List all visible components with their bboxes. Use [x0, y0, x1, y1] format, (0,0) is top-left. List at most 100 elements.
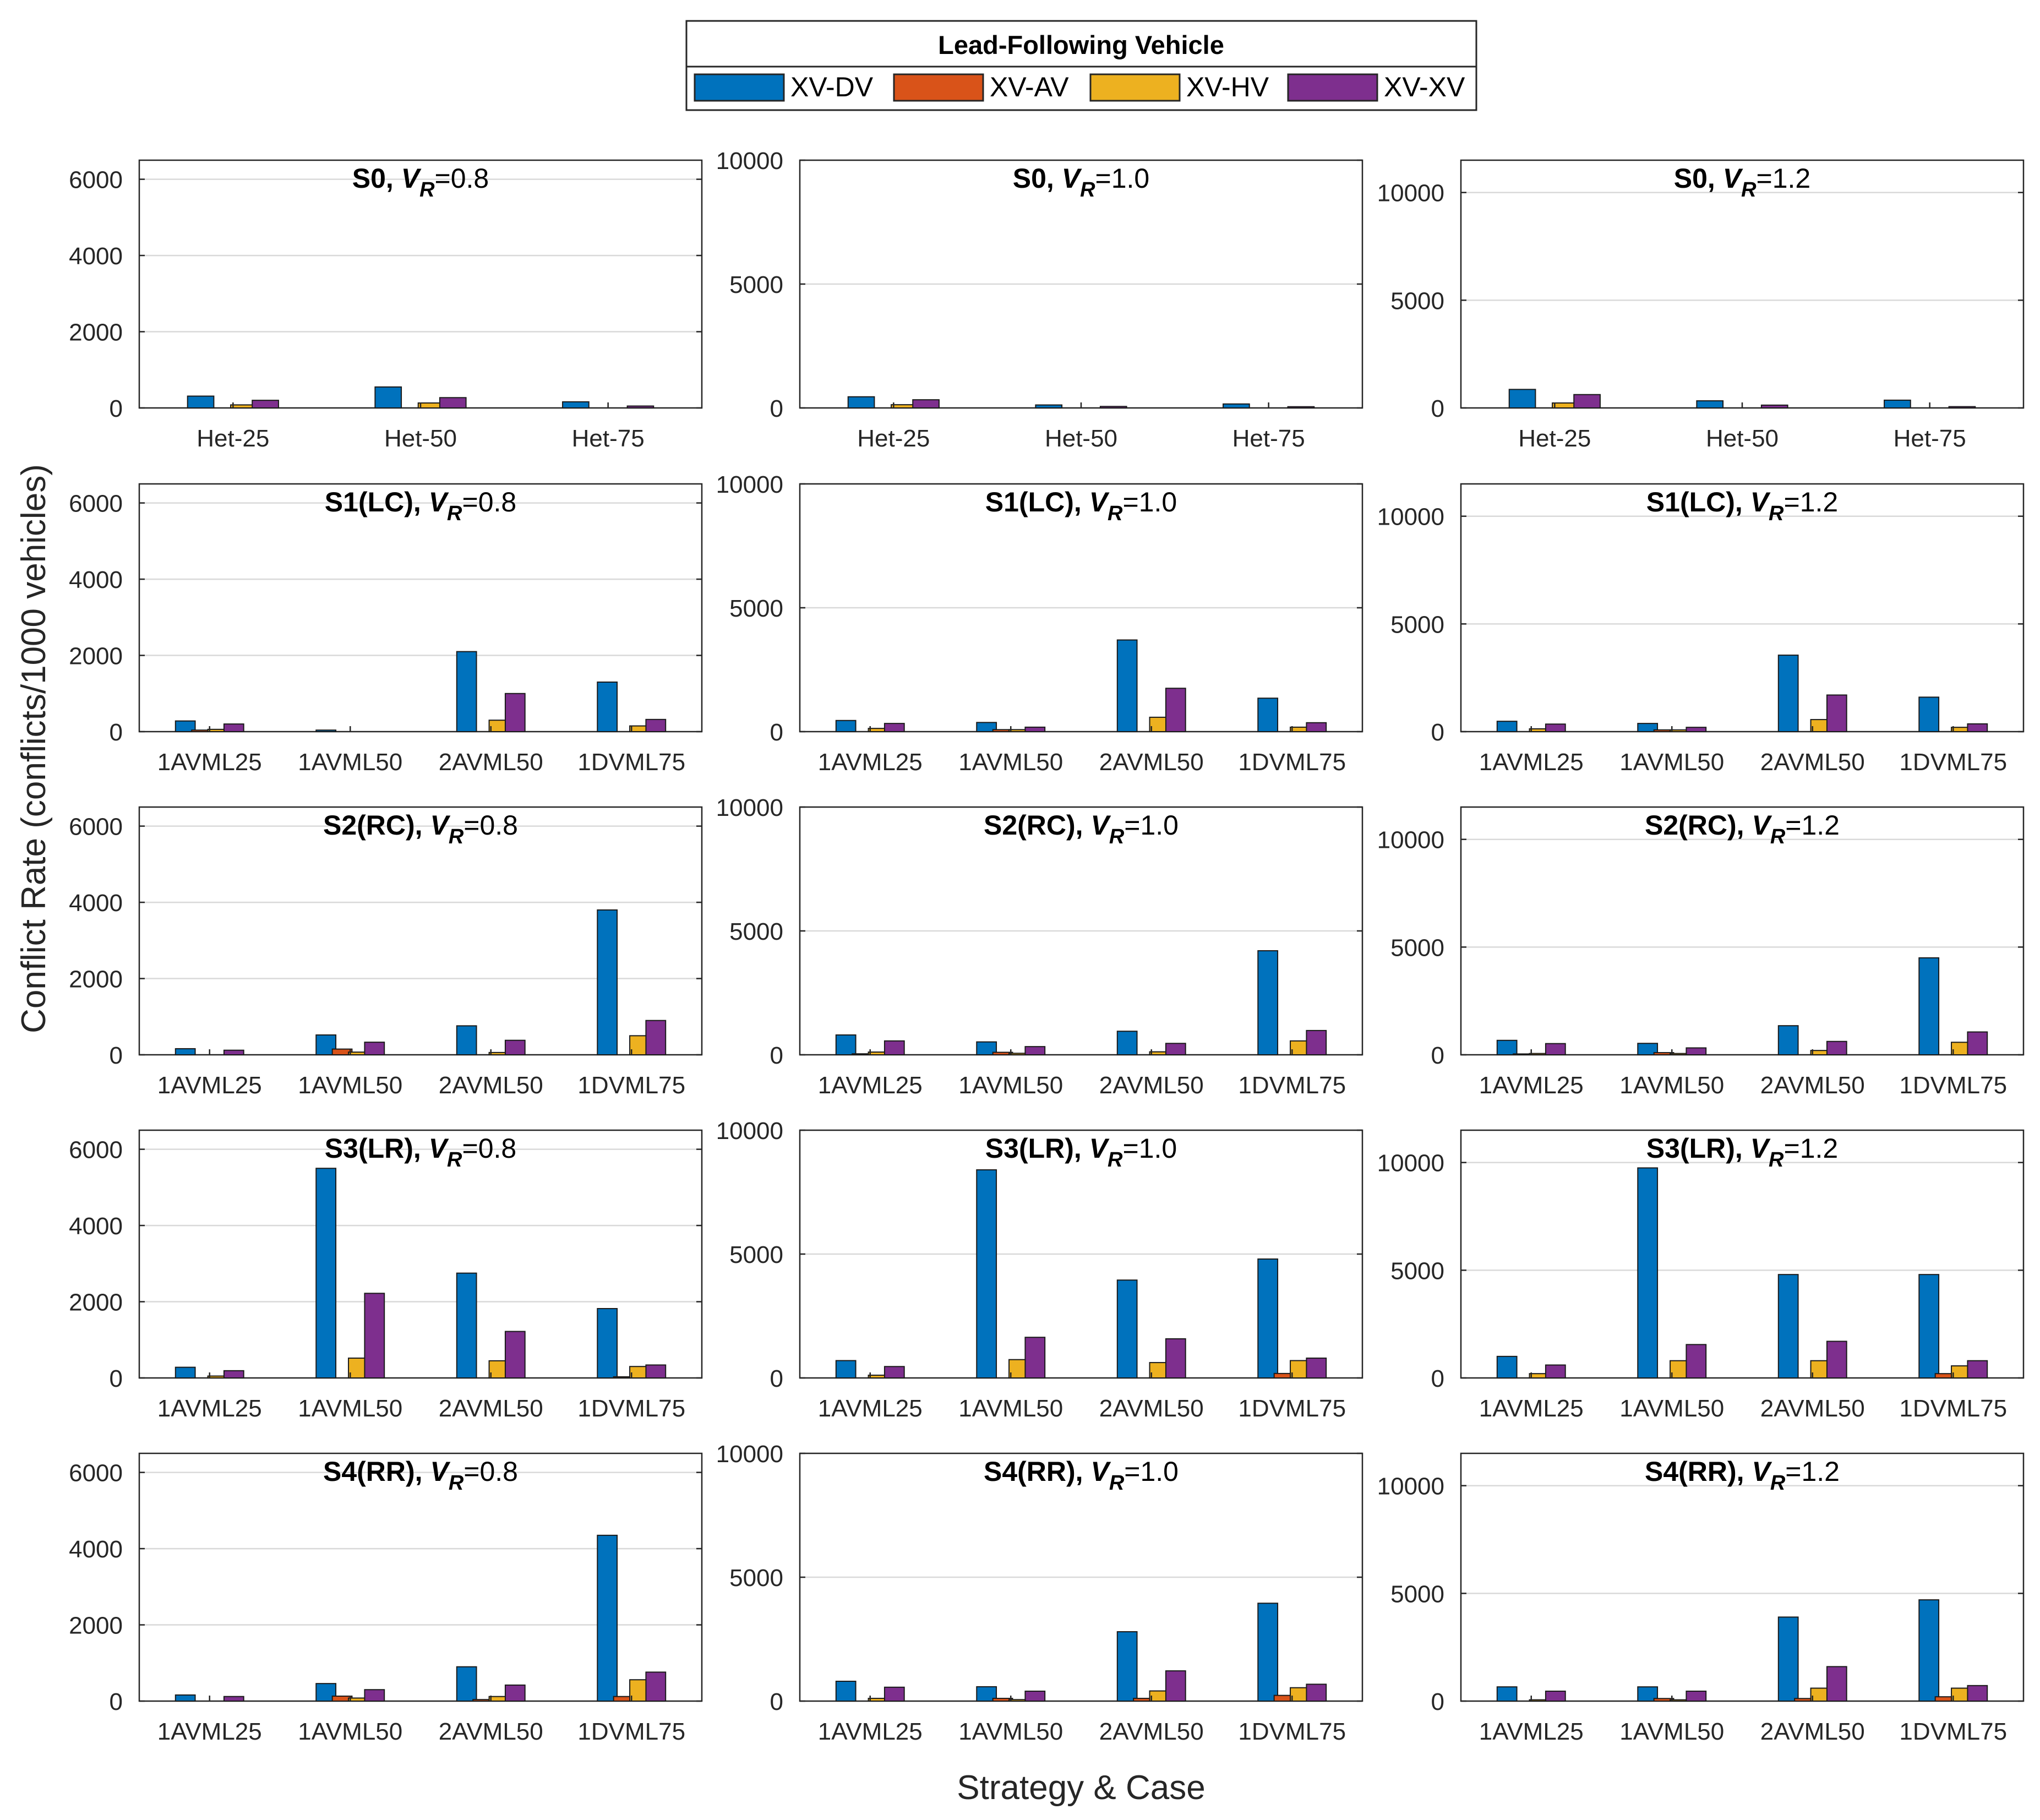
panel-title-vr: V	[429, 487, 449, 517]
bar-xv-dv-1dvml75	[1257, 698, 1279, 732]
x-tick-label: 1DVML75	[1238, 749, 1346, 776]
x-tick-label: 1DVML75	[1899, 1395, 2007, 1422]
bar-xv-xv-1dvml75	[1306, 1029, 1327, 1056]
y-tick-label: 10000	[716, 1441, 783, 1468]
panel-title-vr-value: =1.0	[1123, 1133, 1177, 1164]
axes-box	[1460, 1129, 2025, 1379]
panel-title-strategy: S3(LR),	[1646, 1133, 1750, 1164]
bar-xv-dv-het-50	[1696, 400, 1724, 409]
panel-title-vr-value: =1.0	[1124, 1456, 1179, 1487]
y-tick-label: 0	[770, 1042, 783, 1069]
y-tick-label: 6000	[69, 167, 123, 194]
bar-xv-dv-1avml25	[1496, 1686, 1518, 1702]
panel-title-vr-value: =1.0	[1124, 810, 1179, 841]
x-tick-label: 1DVML75	[1238, 1395, 1346, 1422]
bar-xv-xv-2avml50	[504, 693, 526, 733]
x-tick-label: 1AVML25	[818, 1395, 923, 1422]
axes-box	[138, 1129, 703, 1379]
bar-xv-dv-1avml25	[174, 1694, 196, 1702]
y-tick-label: 0	[110, 395, 123, 422]
panel-title-strategy: S2(RC),	[323, 810, 430, 841]
y-tick-label: 4000	[69, 243, 123, 270]
x-tick-label: 1AVML50	[958, 1072, 1063, 1099]
bar-xv-xv-1avml25	[1545, 1691, 1566, 1702]
panel-title-strategy: S1(LC),	[1646, 487, 1750, 517]
panel-S3-1.2: 0 5000 10000 1AVML25 1AVML50 2AVML50 1DVML75 S3…	[1377, 1129, 2025, 1422]
legend-label: XV-AV	[990, 72, 1069, 102]
x-tick-label: 2AVML50	[439, 1395, 543, 1422]
y-tick-label: 0	[110, 1365, 123, 1392]
panel-title-vr: V	[1090, 810, 1111, 841]
y-tick-label: 0	[1431, 719, 1444, 746]
panel-title-strategy: S3(LR),	[985, 1133, 1089, 1164]
panel-S3-1.0: 0 5000 10000 1AVML25 1AVML50 2AVML50 1DVML75 S3…	[716, 1118, 1363, 1422]
x-tick-label: 1AVML50	[958, 1718, 1063, 1745]
bar-xv-xv-het-25	[252, 400, 279, 409]
panel-title-vr: V	[1752, 1456, 1772, 1487]
bar-xv-dv-het-50	[1035, 404, 1063, 408]
y-tick-label: 5000	[1390, 1257, 1444, 1284]
x-tick-label: 2AVML50	[439, 749, 543, 776]
x-tick-label: 1DVML75	[577, 1072, 685, 1099]
bar-xv-xv-2avml50	[1165, 1670, 1186, 1702]
bar-xv-dv-1dvml75	[1257, 1258, 1279, 1378]
legend-swatch-xv-hv	[1089, 73, 1181, 102]
y-tick-label: 5000	[1390, 1581, 1444, 1608]
panel-title-vr-subscript: R	[449, 825, 464, 848]
bar-xv-xv-1avml25	[883, 1686, 905, 1702]
bar-xv-xv-1avml25	[883, 1366, 905, 1379]
panel-title-vr-value: =0.8	[462, 487, 517, 517]
bar-xv-dv-het-25	[847, 396, 875, 408]
panel-title-vr-subscript: R	[1109, 825, 1125, 848]
panel-title-strategy: S4(RR),	[984, 1456, 1090, 1487]
x-tick-label: 2AVML50	[1760, 1395, 1865, 1422]
y-tick-label: 5000	[729, 918, 783, 945]
x-tick-label: 2AVML50	[1760, 749, 1865, 776]
panel-title-vr-value: =0.8	[435, 163, 489, 194]
bar-xv-dv-1avml50	[976, 1041, 997, 1055]
y-tick-label: 0	[770, 719, 783, 746]
y-tick-label: 2000	[69, 319, 123, 346]
panel-title-vr: V	[429, 1133, 449, 1164]
bar-xv-xv-1avml50	[364, 1042, 385, 1055]
bar-xv-xv-het-75	[1948, 406, 1976, 408]
bar-xv-dv-1avml25	[1496, 1039, 1518, 1055]
y-tick-label: 2000	[69, 966, 123, 993]
bar-xv-dv-1avml25	[174, 1366, 196, 1379]
bar-xv-xv-het-50	[439, 397, 467, 408]
y-tick-label: 0	[1431, 395, 1444, 422]
panel-title-vr-subscript: R	[419, 178, 435, 201]
bar-xv-xv-1dvml75	[1967, 723, 1988, 733]
panel-title: S1(LC), VR=1.0	[985, 487, 1177, 525]
y-tick-label: 4000	[69, 566, 123, 593]
bar-xv-xv-1dvml75	[1967, 1360, 1988, 1378]
panel-title: S2(RC), VR=1.2	[1645, 810, 1840, 848]
y-tick-label: 10000	[1377, 504, 1444, 531]
x-tick-label: 1AVML50	[298, 749, 402, 776]
bar-xv-dv-2avml50	[456, 1666, 477, 1702]
bar-xv-xv-1dvml75	[645, 1364, 667, 1378]
y-tick-label: 5000	[729, 271, 783, 298]
bar-xv-dv-1dvml75	[597, 909, 618, 1056]
x-tick-label: 1AVML50	[1619, 1718, 1724, 1745]
panel-title: S4(RR), VR=1.0	[984, 1456, 1179, 1495]
legend: Lead-Following Vehicle XV-DV XV-AV XV-HV XV…	[685, 20, 1477, 111]
x-tick-label: 1AVML50	[298, 1395, 402, 1422]
x-tick-label: 1AVML25	[157, 1718, 262, 1745]
panel-title: S0, VR=1.0	[1013, 163, 1149, 201]
bar-xv-dv-1avml25	[1496, 1355, 1518, 1379]
bar-xv-xv-1avml50	[1024, 1337, 1046, 1378]
y-tick-label: 2000	[69, 643, 123, 670]
bar-xv-dv-2avml50	[1116, 1631, 1138, 1702]
bar-xv-xv-2avml50	[1826, 1341, 1847, 1379]
y-tick-label: 2000	[69, 1289, 123, 1316]
bar-xv-xv-1avml50	[364, 1689, 385, 1702]
bar-xv-dv-het-25	[1508, 389, 1536, 409]
panel-title-vr-subscript: R	[1080, 178, 1095, 201]
bar-xv-dv-2avml50	[1777, 1025, 1799, 1056]
panel-title: S1(LC), VR=1.2	[1646, 487, 1838, 525]
axes-box	[138, 1452, 703, 1702]
panel-title-vr: V	[1090, 1456, 1111, 1487]
y-tick-label: 10000	[716, 471, 783, 498]
